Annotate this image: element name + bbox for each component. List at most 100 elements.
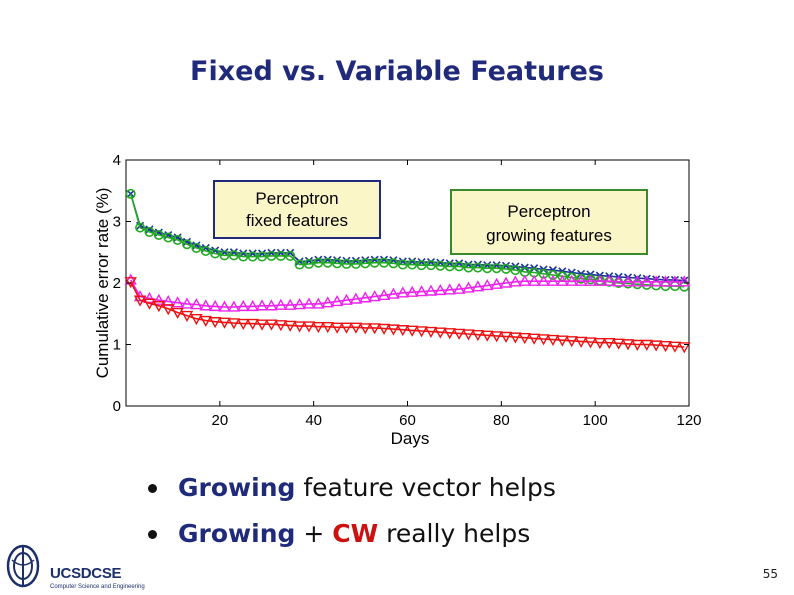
triangle-down-marker — [274, 320, 288, 332]
triangle-down-marker — [415, 326, 428, 338]
triangle-up-marker — [537, 274, 550, 286]
circle-marker — [285, 250, 296, 261]
triangle-down-marker — [293, 321, 306, 333]
triangle-up-marker — [621, 275, 635, 287]
circle-marker — [416, 260, 427, 271]
series-3 — [124, 277, 691, 354]
circle-marker — [547, 270, 558, 281]
circle-marker — [219, 250, 230, 261]
circle-marker — [350, 258, 361, 269]
triangle-down-marker — [396, 325, 409, 337]
annotation-fixed: Perceptron fixed features — [213, 180, 381, 239]
triangle-down-marker — [321, 321, 334, 334]
circle-marker — [191, 242, 202, 253]
series-layer — [124, 188, 691, 354]
triangle-down-marker — [499, 331, 513, 343]
triangle-up-marker — [237, 299, 250, 312]
circle-marker — [322, 257, 333, 268]
logo-wordmark: UCSDCSE — [50, 565, 122, 582]
triangle-down-marker — [359, 323, 372, 335]
triangle-up-marker — [190, 298, 203, 310]
circle-marker — [576, 273, 587, 284]
circle-marker — [200, 246, 211, 257]
triangle-up-marker — [546, 274, 560, 286]
y-tick-label: 2 — [113, 275, 121, 292]
bullet2-cw: CW — [332, 519, 379, 548]
triangle-down-marker — [180, 310, 194, 323]
circle-marker — [407, 259, 418, 270]
triangle-down-marker — [312, 321, 325, 334]
triangle-up-marker — [227, 300, 241, 312]
triangle-down-marker — [124, 277, 137, 289]
circle-marker — [435, 260, 446, 271]
triangle-down-marker — [227, 318, 241, 330]
triangle-up-marker — [387, 287, 400, 299]
triangle-up-marker — [612, 275, 625, 287]
triangle-up-marker — [415, 285, 428, 297]
triangle-down-marker — [462, 329, 475, 341]
circle-marker — [247, 251, 258, 262]
triangle-up-marker — [490, 277, 503, 289]
triangle-down-marker — [612, 338, 625, 350]
triangle-up-marker — [143, 291, 156, 304]
triangle-up-marker — [631, 275, 644, 287]
triangle-up-marker — [124, 273, 137, 285]
y-axis-label: Cumulative error rate (%) — [93, 188, 112, 379]
triangle-down-marker — [631, 339, 644, 351]
triangle-up-marker — [180, 297, 194, 309]
triangle-up-marker — [574, 274, 588, 286]
circle-marker — [172, 234, 183, 245]
triangle-up-marker — [518, 274, 531, 286]
circle-marker — [679, 281, 690, 292]
x-tick-label: 40 — [305, 412, 322, 429]
annotation-growing: Perceptron growing features — [450, 189, 648, 255]
y-tick-label: 3 — [113, 214, 121, 231]
circle-marker — [228, 250, 239, 261]
triangle-down-marker — [349, 322, 363, 334]
x-tick-label: 20 — [211, 412, 228, 429]
triangle-down-marker — [593, 337, 607, 350]
triangle-up-marker — [424, 284, 438, 296]
annotation-growing-line2: growing features — [486, 226, 612, 245]
bullet2-strong: Growing — [178, 519, 296, 548]
triangle-down-marker — [452, 328, 466, 340]
triangle-down-marker — [481, 330, 494, 342]
bullet1-strong: Growing — [178, 473, 296, 502]
triangle-up-marker — [340, 293, 353, 305]
circle-marker — [491, 263, 502, 274]
circle-marker — [510, 265, 521, 276]
triangle-up-marker — [208, 299, 222, 312]
triangle-down-marker — [330, 322, 344, 334]
triangle-up-marker — [152, 293, 166, 305]
triangle-down-marker — [546, 334, 560, 347]
triangle-down-marker — [678, 342, 691, 354]
annotation-growing-line1: Perceptron — [507, 202, 590, 221]
annotation-fixed-box — [213, 180, 381, 239]
bullet-dot — [148, 530, 157, 539]
circle-marker — [454, 261, 465, 272]
bullet-list: Growing feature vector helps Growing + C… — [148, 470, 556, 562]
triangle-up-marker — [565, 274, 578, 286]
triangle-down-marker — [284, 320, 297, 332]
triangle-up-marker — [509, 275, 522, 287]
triangle-down-marker — [406, 325, 419, 337]
triangle-up-marker — [406, 285, 419, 297]
triangle-up-marker — [293, 298, 306, 310]
circle-marker — [125, 188, 136, 199]
triangle-up-marker — [284, 298, 297, 310]
circle-marker — [369, 257, 380, 268]
circle-marker — [332, 258, 343, 269]
page-number: 55 — [762, 567, 778, 581]
annotation-fixed-line2: fixed features — [246, 211, 348, 230]
ucsd-cse-logo: UCSDCSE Computer Science and Engineering — [6, 540, 156, 592]
triangle-down-marker — [171, 307, 184, 319]
triangle-up-marker — [368, 290, 381, 302]
circle-marker — [257, 251, 268, 262]
triangle-down-marker — [368, 323, 381, 335]
triangle-down-marker — [377, 323, 391, 335]
triangle-down-marker — [143, 298, 156, 310]
triangle-up-marker — [481, 279, 494, 291]
triangle-up-marker — [302, 297, 316, 309]
annotation-fixed-line1: Perceptron — [255, 189, 338, 208]
triangle-down-marker — [603, 337, 616, 350]
